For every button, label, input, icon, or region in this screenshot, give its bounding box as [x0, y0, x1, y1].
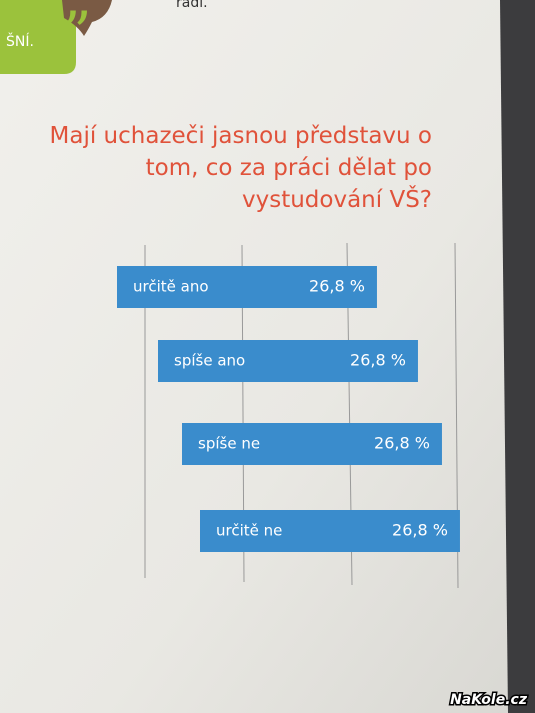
value-label: 26,8 %	[374, 434, 430, 453]
green-badge	[0, 0, 76, 74]
badge-text: ŠNÍ.	[6, 32, 34, 50]
category-label: určitě ne	[216, 522, 282, 540]
category-label: spíše ano	[174, 352, 245, 370]
category-label: určitě ano	[133, 278, 209, 296]
bar	[117, 266, 377, 308]
top-text: radi.	[176, 0, 208, 11]
bar	[158, 340, 418, 382]
quote-mark: ”	[62, 0, 92, 67]
value-label: 26,8 %	[392, 521, 448, 540]
bar	[182, 423, 442, 465]
watermark: NaKole.cz	[450, 692, 528, 708]
brown-shape	[62, 0, 112, 36]
category-label: spíše ne	[198, 435, 260, 453]
value-label: 26,8 %	[350, 351, 406, 370]
value-label: 26,8 %	[309, 277, 365, 296]
chart-title: Mají uchazeči jasnou představu o tom, co…	[49, 123, 432, 213]
bar	[200, 510, 460, 552]
